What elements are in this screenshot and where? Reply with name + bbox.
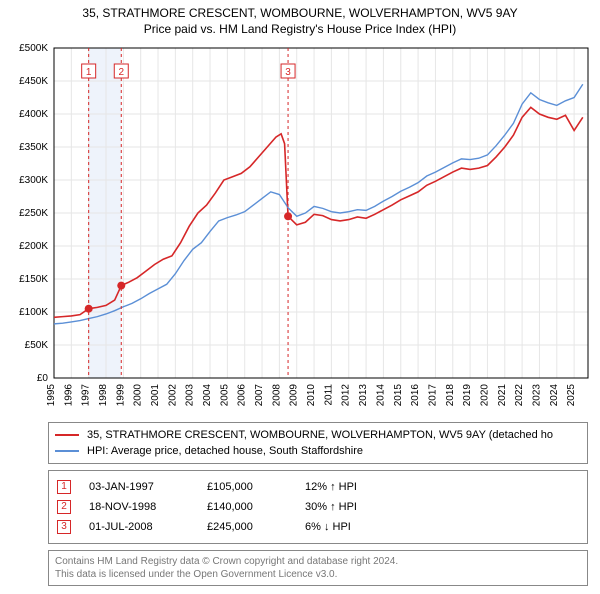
svg-text:2000: 2000 bbox=[133, 384, 144, 407]
transaction-row: 2 18-NOV-1998 £140,000 30% ↑ HPI bbox=[57, 497, 579, 517]
svg-text:£0: £0 bbox=[37, 373, 49, 384]
transaction-marker: 3 bbox=[57, 520, 71, 534]
svg-text:1998: 1998 bbox=[98, 384, 109, 407]
legend-row-property: 35, STRATHMORE CRESCENT, WOMBOURNE, WOLV… bbox=[55, 427, 581, 443]
svg-text:2006: 2006 bbox=[237, 384, 248, 407]
legend-label: 35, STRATHMORE CRESCENT, WOMBOURNE, WOLV… bbox=[87, 427, 553, 443]
transaction-price: £245,000 bbox=[207, 517, 287, 537]
svg-text:3: 3 bbox=[285, 67, 291, 78]
svg-text:£400K: £400K bbox=[19, 109, 48, 120]
svg-text:£500K: £500K bbox=[19, 43, 48, 54]
svg-text:2024: 2024 bbox=[549, 384, 560, 407]
svg-text:2010: 2010 bbox=[306, 384, 317, 407]
figure-root: 35, STRATHMORE CRESCENT, WOMBOURNE, WOLV… bbox=[0, 0, 600, 586]
title-main: 35, STRATHMORE CRESCENT, WOMBOURNE, WOLV… bbox=[10, 6, 590, 20]
svg-text:2023: 2023 bbox=[531, 384, 542, 407]
transaction-date: 01-JUL-2008 bbox=[89, 517, 189, 537]
legend-label: HPI: Average price, detached house, Sout… bbox=[87, 443, 363, 459]
svg-text:1996: 1996 bbox=[63, 384, 74, 407]
chart-area: £0 £50K £100K £150K £200K £250K £300K £350K £400… bbox=[0, 38, 600, 418]
svg-text:2019: 2019 bbox=[462, 384, 473, 407]
transaction-date: 18-NOV-1998 bbox=[89, 497, 189, 517]
footer-line: This data is licensed under the Open Gov… bbox=[55, 568, 581, 581]
svg-text:£100K: £100K bbox=[19, 307, 48, 318]
svg-text:2007: 2007 bbox=[254, 384, 265, 407]
transaction-marker: 1 bbox=[57, 480, 71, 494]
svg-text:£350K: £350K bbox=[19, 142, 48, 153]
svg-text:2004: 2004 bbox=[202, 384, 213, 407]
titles: 35, STRATHMORE CRESCENT, WOMBOURNE, WOLV… bbox=[0, 0, 600, 38]
svg-text:2015: 2015 bbox=[393, 384, 404, 407]
svg-text:2001: 2001 bbox=[150, 384, 161, 407]
svg-text:1999: 1999 bbox=[115, 384, 126, 407]
svg-text:2022: 2022 bbox=[514, 384, 525, 407]
svg-text:2014: 2014 bbox=[375, 384, 386, 407]
svg-text:£50K: £50K bbox=[25, 340, 49, 351]
transaction-price: £105,000 bbox=[207, 477, 287, 497]
svg-text:2017: 2017 bbox=[427, 384, 438, 407]
svg-text:1: 1 bbox=[86, 67, 92, 78]
svg-text:2018: 2018 bbox=[445, 384, 456, 407]
title-sub: Price paid vs. HM Land Registry's House … bbox=[10, 22, 590, 36]
transaction-date: 03-JAN-1997 bbox=[89, 477, 189, 497]
transaction-row: 1 03-JAN-1997 £105,000 12% ↑ HPI bbox=[57, 477, 579, 497]
svg-text:2011: 2011 bbox=[323, 384, 334, 406]
svg-text:2020: 2020 bbox=[479, 384, 490, 407]
svg-text:£300K: £300K bbox=[19, 175, 48, 186]
transaction-delta: 30% ↑ HPI bbox=[305, 497, 415, 517]
svg-text:2003: 2003 bbox=[185, 384, 196, 407]
legend-swatch bbox=[55, 450, 79, 452]
attribution-footer: Contains HM Land Registry data © Crown c… bbox=[48, 550, 588, 586]
transaction-delta: 6% ↓ HPI bbox=[305, 517, 415, 537]
svg-text:2009: 2009 bbox=[289, 384, 300, 407]
svg-text:£200K: £200K bbox=[19, 241, 48, 252]
svg-text:2005: 2005 bbox=[219, 384, 230, 407]
legend-row-hpi: HPI: Average price, detached house, Sout… bbox=[55, 443, 581, 459]
svg-text:2: 2 bbox=[118, 67, 124, 78]
svg-text:2021: 2021 bbox=[497, 384, 508, 407]
svg-text:2025: 2025 bbox=[566, 384, 577, 407]
transaction-marker: 2 bbox=[57, 500, 71, 514]
svg-text:1995: 1995 bbox=[46, 384, 57, 407]
svg-text:£450K: £450K bbox=[19, 76, 48, 87]
transaction-delta: 12% ↑ HPI bbox=[305, 477, 415, 497]
price-vs-hpi-chart: £0 £50K £100K £150K £200K £250K £300K £350K £400… bbox=[0, 38, 600, 418]
legend-swatch bbox=[55, 434, 79, 436]
svg-text:1997: 1997 bbox=[81, 384, 92, 407]
svg-text:£250K: £250K bbox=[19, 208, 48, 219]
transactions-table: 1 03-JAN-1997 £105,000 12% ↑ HPI 2 18-NO… bbox=[48, 470, 588, 544]
svg-text:2012: 2012 bbox=[341, 384, 352, 407]
svg-text:2016: 2016 bbox=[410, 384, 421, 407]
legend: 35, STRATHMORE CRESCENT, WOMBOURNE, WOLV… bbox=[48, 422, 588, 464]
transaction-row: 3 01-JUL-2008 £245,000 6% ↓ HPI bbox=[57, 517, 579, 537]
svg-text:2013: 2013 bbox=[358, 384, 369, 407]
svg-text:2002: 2002 bbox=[167, 384, 178, 407]
svg-text:£150K: £150K bbox=[19, 274, 48, 285]
svg-text:2008: 2008 bbox=[271, 384, 282, 407]
footer-line: Contains HM Land Registry data © Crown c… bbox=[55, 555, 581, 568]
transaction-price: £140,000 bbox=[207, 497, 287, 517]
